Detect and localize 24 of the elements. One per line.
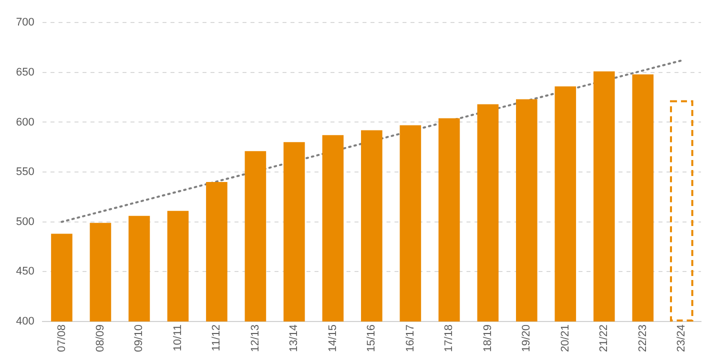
x-tick-label: 16/17 <box>404 324 416 352</box>
x-tick-label: 13/14 <box>288 324 300 352</box>
x-tick-label: 08/09 <box>94 324 106 352</box>
x-tick-label: 20/21 <box>559 324 572 352</box>
x-tick-label: 21/22 <box>598 324 610 352</box>
x-tick-label: 14/15 <box>326 324 339 352</box>
y-tick-label: 650 <box>16 66 34 78</box>
x-tick-label: 17/18 <box>443 324 456 352</box>
y-tick-label: 400 <box>16 316 34 328</box>
y-tick-label: 500 <box>16 216 34 228</box>
y-tick-label: 600 <box>16 116 34 128</box>
x-tick-label: 07/08 <box>56 324 68 352</box>
x-tick-label: 09/10 <box>133 324 146 352</box>
x-tick-label: 11/12 <box>210 324 223 352</box>
y-tick-label: 450 <box>16 266 34 278</box>
x-tick-label: 15/16 <box>366 324 378 352</box>
x-tick-label: 10/11 <box>172 324 184 352</box>
x-tick-label: 18/19 <box>482 324 494 352</box>
y-tick-label: 550 <box>16 166 34 178</box>
y-tick-label: 700 <box>16 16 34 29</box>
x-tick-label: 22/23 <box>636 324 649 352</box>
x-tick-label: 19/20 <box>520 324 533 352</box>
x-tick-label: 23/24 <box>676 324 688 352</box>
x-tick-label: 12/13 <box>249 324 262 352</box>
